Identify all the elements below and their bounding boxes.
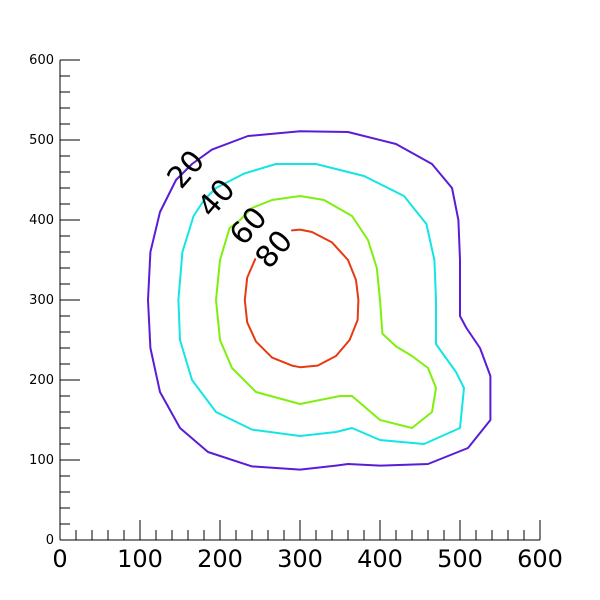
x-tick-label: 600 <box>517 545 563 573</box>
contour-line-40 <box>177 163 465 445</box>
y-tick-label: 100 <box>29 453 54 468</box>
x-tick-label: 400 <box>357 545 403 573</box>
x-tick-label: 200 <box>197 545 243 573</box>
y-tick-label: 0 <box>46 533 54 548</box>
contour-line-80 <box>243 228 360 369</box>
y-tick-label: 400 <box>29 213 54 228</box>
x-tick-label: 300 <box>277 545 323 573</box>
x-tick-label: 0 <box>52 545 67 573</box>
y-tick-label: 200 <box>29 373 54 388</box>
contour-line-20 <box>147 130 492 471</box>
x-tick-label: 100 <box>117 545 163 573</box>
y-tick-label: 300 <box>29 293 54 308</box>
contour-lines <box>147 130 492 471</box>
axes: 00 100 100 200 200 300 300 400 400 500 500 600 600 <box>29 53 563 573</box>
x-tick-label: 500 <box>437 545 483 573</box>
y-tick-label: 600 <box>29 53 54 68</box>
contour-line-60 <box>215 195 437 429</box>
y-tick-label: 500 <box>29 133 54 148</box>
